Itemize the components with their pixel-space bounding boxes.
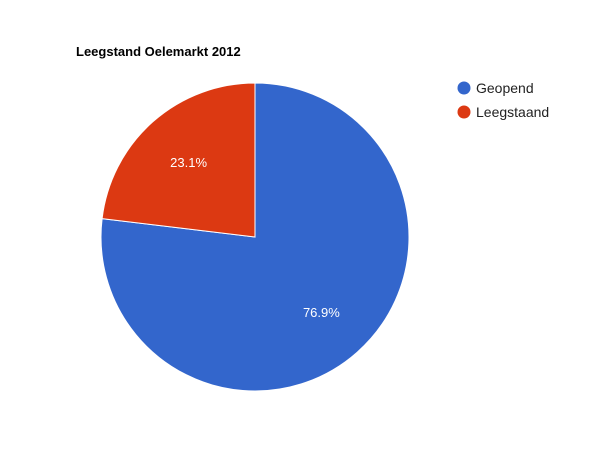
pie-slices [100,82,410,392]
slice-label-leegstaand: 23.1% [170,155,207,170]
legend: Geopend Leegstaand [457,80,549,120]
slice-label-geopend: 76.9% [303,305,340,320]
legend-label-geopend[interactable]: Geopend [476,80,534,96]
pie-slice-labels: 76.9% 23.1% [170,155,340,320]
legend-marker-geopend [457,81,471,95]
pie-slice-geopend[interactable] [100,82,410,392]
legend-marker-leegstaand [457,105,471,119]
pie-slice-leegstaand[interactable] [101,82,256,238]
legend-label-leegstaand[interactable]: Leegstaand [476,104,549,120]
chart-title: Leegstand Oelemarkt 2012 [76,44,241,59]
